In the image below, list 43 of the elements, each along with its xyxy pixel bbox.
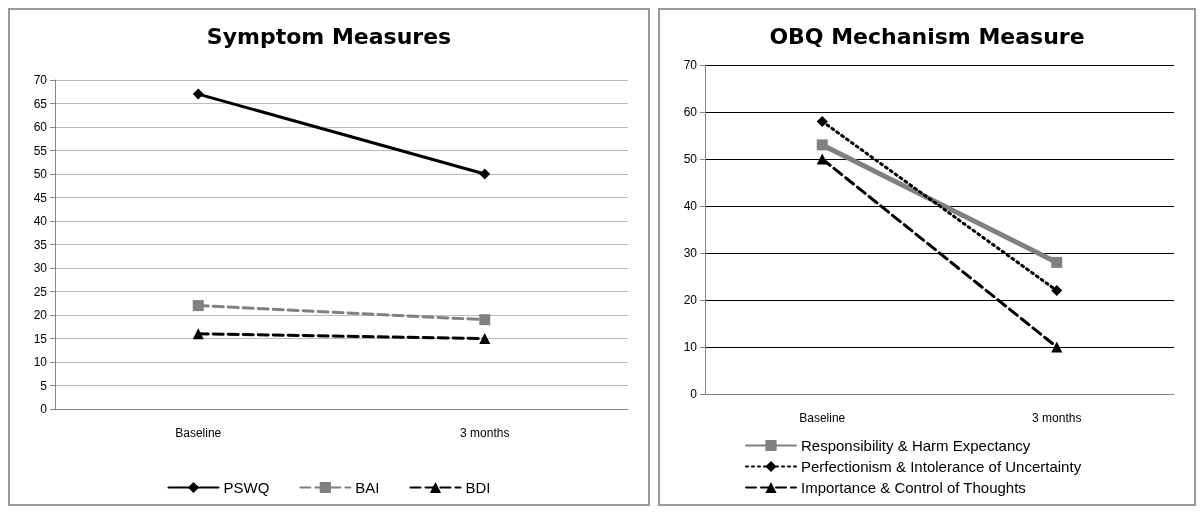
y-tick-label: 5 <box>40 378 48 393</box>
x-tick-label: 3 months <box>1032 411 1082 425</box>
legend-label: BDI <box>465 479 491 496</box>
y-tick-label: 40 <box>33 214 48 228</box>
legend-label: Perfectionism & Intolerance of Uncertainty <box>801 458 1082 475</box>
point <box>1051 256 1063 268</box>
chart-title: OBQ Mechanism Measure <box>769 23 1085 49</box>
y-tick-label: 35 <box>33 237 48 252</box>
y-tick-label: 45 <box>33 190 48 205</box>
y-tick-label: 60 <box>683 105 698 119</box>
y-tick-label: 10 <box>33 355 48 369</box>
y-tick-label: 0 <box>40 402 48 416</box>
point <box>192 88 204 100</box>
y-tick-label: 50 <box>683 152 698 166</box>
y-tick-label: 10 <box>683 340 698 354</box>
y-tick-label: 40 <box>683 199 698 213</box>
y-tick-label: 50 <box>33 167 48 181</box>
point <box>479 168 491 180</box>
legend-label: PSWQ <box>223 479 270 496</box>
point <box>479 314 491 326</box>
y-tick-label: 55 <box>33 143 48 158</box>
point <box>192 300 204 312</box>
y-tick-label: 70 <box>33 73 48 87</box>
y-tick-label: 20 <box>683 293 698 307</box>
point <box>816 139 828 151</box>
y-tick-label: 65 <box>33 96 48 111</box>
point <box>1051 285 1063 297</box>
x-tick-label: 3 months <box>460 426 510 440</box>
legend-label: BAI <box>355 479 380 496</box>
y-tick-label: 20 <box>33 308 48 322</box>
y-tick-label: 15 <box>33 331 48 346</box>
legend-label: Importance & Control of Thoughts <box>801 479 1026 496</box>
point <box>816 115 828 127</box>
y-tick-label: 0 <box>690 387 698 401</box>
x-tick-label: Baseline <box>799 411 846 425</box>
x-tick-label: Baseline <box>175 426 222 440</box>
chart-title: Symptom Measures <box>206 23 452 49</box>
legend-label: Responsibility & Harm Expectancy <box>801 437 1031 454</box>
y-tick-label: 60 <box>33 120 48 134</box>
y-tick-label: 30 <box>683 246 698 260</box>
y-tick-label: 25 <box>33 284 48 299</box>
y-tick-label: 30 <box>33 261 48 275</box>
y-tick-label: 70 <box>683 58 698 72</box>
